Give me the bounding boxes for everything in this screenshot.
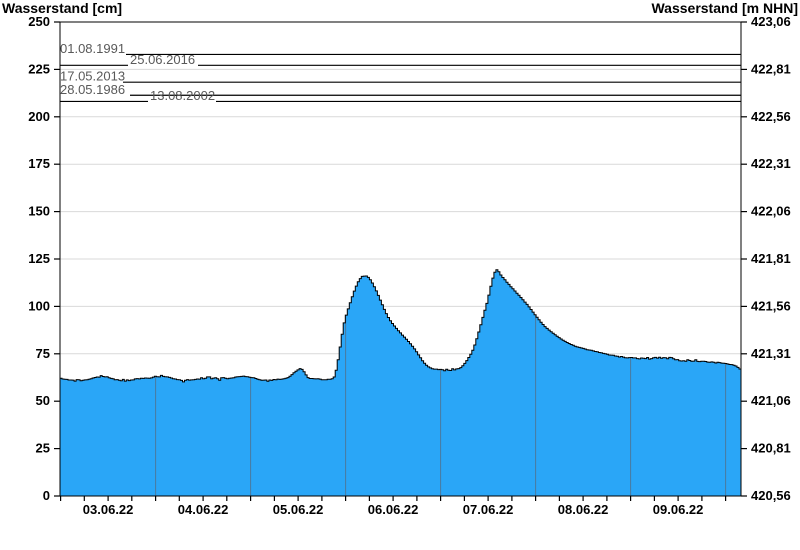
svg-text:200: 200	[28, 109, 50, 124]
svg-text:421,31: 421,31	[751, 346, 791, 361]
svg-text:07.06.22: 07.06.22	[463, 502, 514, 517]
svg-text:250: 250	[28, 14, 50, 29]
svg-text:25.06.2016: 25.06.2016	[130, 52, 195, 67]
svg-text:421,81: 421,81	[751, 251, 791, 266]
svg-text:08.06.22: 08.06.22	[558, 502, 609, 517]
svg-text:100: 100	[28, 298, 50, 313]
svg-text:175: 175	[28, 156, 50, 171]
svg-text:423,06: 423,06	[751, 14, 791, 29]
svg-text:75: 75	[36, 346, 50, 361]
svg-text:225: 225	[28, 61, 50, 76]
svg-text:50: 50	[36, 393, 50, 408]
svg-text:422,81: 422,81	[751, 61, 791, 76]
svg-text:25: 25	[36, 441, 50, 456]
svg-text:125: 125	[28, 251, 50, 266]
svg-text:150: 150	[28, 204, 50, 219]
svg-text:0: 0	[43, 488, 50, 503]
svg-text:09.06.22: 09.06.22	[653, 502, 704, 517]
svg-text:06.06.22: 06.06.22	[368, 502, 419, 517]
svg-text:422,31: 422,31	[751, 156, 791, 171]
svg-text:03.06.22: 03.06.22	[83, 502, 134, 517]
svg-text:420,56: 420,56	[751, 488, 791, 503]
svg-text:421,56: 421,56	[751, 298, 791, 313]
svg-text:01.08.1991: 01.08.1991	[60, 41, 125, 56]
svg-text:420,81: 420,81	[751, 441, 791, 456]
svg-text:28.05.1986: 28.05.1986	[60, 82, 125, 97]
svg-text:422,06: 422,06	[751, 204, 791, 219]
svg-text:05.06.22: 05.06.22	[273, 502, 324, 517]
svg-text:421,06: 421,06	[751, 393, 791, 408]
svg-text:04.06.22: 04.06.22	[178, 502, 229, 517]
svg-text:13.08.2002: 13.08.2002	[150, 88, 215, 103]
svg-text:422,56: 422,56	[751, 109, 791, 124]
